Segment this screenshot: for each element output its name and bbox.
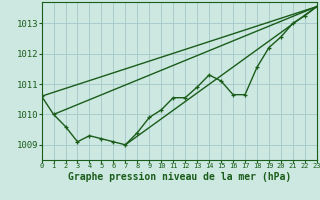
X-axis label: Graphe pression niveau de la mer (hPa): Graphe pression niveau de la mer (hPa) (68, 172, 291, 182)
